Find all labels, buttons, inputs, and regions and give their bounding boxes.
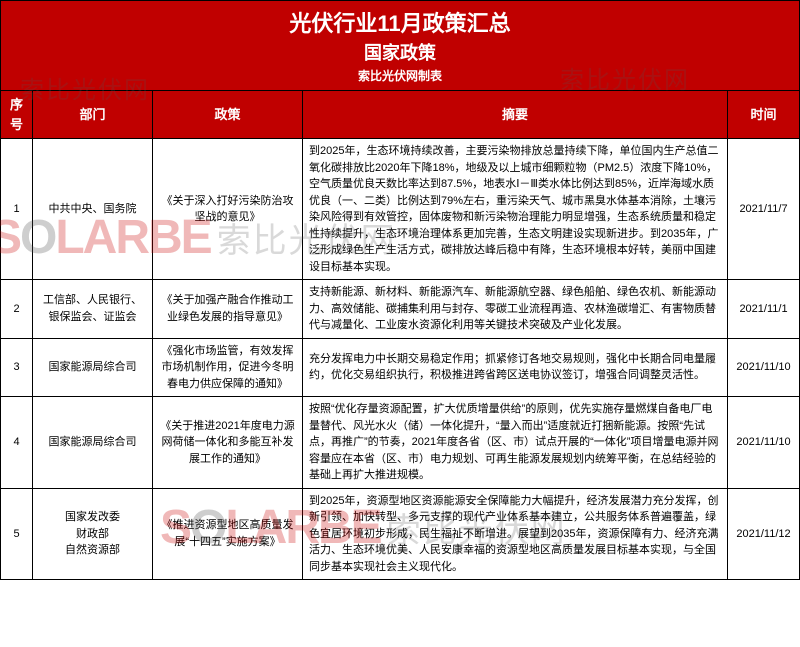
cell-num: 3 — [1, 338, 33, 397]
cell-num: 4 — [1, 397, 33, 489]
cell-policy: 《关于加强产融合作推动工业绿色发展的指导意见》 — [153, 280, 303, 339]
cell-date: 2021/11/1 — [728, 280, 800, 339]
page-title: 光伏行业11月政策汇总 — [1, 7, 799, 40]
table-row: 1中共中央、国务院《关于深入打好污染防治攻坚战的意见》到2025年，生态环境持续… — [1, 139, 800, 280]
cell-date: 2021/11/12 — [728, 488, 800, 580]
table-row: 5国家发改委财政部自然资源部《推进资源型地区高质量发展“十四五”实施方案》到20… — [1, 488, 800, 580]
cell-date: 2021/11/10 — [728, 338, 800, 397]
col-dept: 部门 — [33, 91, 153, 139]
cell-num: 2 — [1, 280, 33, 339]
cell-summary: 到2025年，资源型地区资源能源安全保障能力大幅提升，经济发展潜力充分发挥，创新… — [303, 488, 728, 580]
table-header-row: 序号 部门 政策 摘要 时间 — [1, 91, 800, 139]
policy-table: 序号 部门 政策 摘要 时间 1中共中央、国务院《关于深入打好污染防治攻坚战的意… — [0, 90, 800, 580]
cell-summary: 按照“优化存量资源配置，扩大优质增量供给”的原则，优先实施存量燃煤自备电厂电量替… — [303, 397, 728, 489]
cell-dept: 国家能源局综合司 — [33, 338, 153, 397]
page-credit: 索比光伏网制表 — [1, 67, 799, 86]
cell-summary: 充分发挥电力中长期交易稳定作用；抓紧修订各地交易规则，强化中长期合同电量履约，优… — [303, 338, 728, 397]
header-block: 光伏行业11月政策汇总 国家政策 索比光伏网制表 — [0, 0, 800, 90]
cell-policy: 《关于推进2021年度电力源网荷储一体化和多能互补发展工作的通知》 — [153, 397, 303, 489]
cell-num: 1 — [1, 139, 33, 280]
table-row: 2工信部、人民银行、银保监会、证监会《关于加强产融合作推动工业绿色发展的指导意见… — [1, 280, 800, 339]
col-summary: 摘要 — [303, 91, 728, 139]
table-row: 4国家能源局综合司《关于推进2021年度电力源网荷储一体化和多能互补发展工作的通… — [1, 397, 800, 489]
cell-dept: 国家发改委财政部自然资源部 — [33, 488, 153, 580]
cell-summary: 支持新能源、新材料、新能源汽车、新能源航空器、绿色船舶、绿色农机、新能源动力、高… — [303, 280, 728, 339]
page-subtitle: 国家政策 — [1, 40, 799, 67]
cell-dept: 中共中央、国务院 — [33, 139, 153, 280]
cell-policy: 《强化市场监管，有效发挥市场机制作用，促进今冬明春电力供应保障的通知》 — [153, 338, 303, 397]
col-date: 时间 — [728, 91, 800, 139]
col-policy: 政策 — [153, 91, 303, 139]
cell-date: 2021/11/10 — [728, 397, 800, 489]
table-row: 3国家能源局综合司《强化市场监管，有效发挥市场机制作用，促进今冬明春电力供应保障… — [1, 338, 800, 397]
cell-num: 5 — [1, 488, 33, 580]
cell-policy: 《推进资源型地区高质量发展“十四五”实施方案》 — [153, 488, 303, 580]
cell-summary: 到2025年，生态环境持续改善，主要污染物排放总量持续下降，单位国内生产总值二氧… — [303, 139, 728, 280]
cell-dept: 工信部、人民银行、银保监会、证监会 — [33, 280, 153, 339]
cell-date: 2021/11/7 — [728, 139, 800, 280]
cell-policy: 《关于深入打好污染防治攻坚战的意见》 — [153, 139, 303, 280]
col-num: 序号 — [1, 91, 33, 139]
cell-dept: 国家能源局综合司 — [33, 397, 153, 489]
